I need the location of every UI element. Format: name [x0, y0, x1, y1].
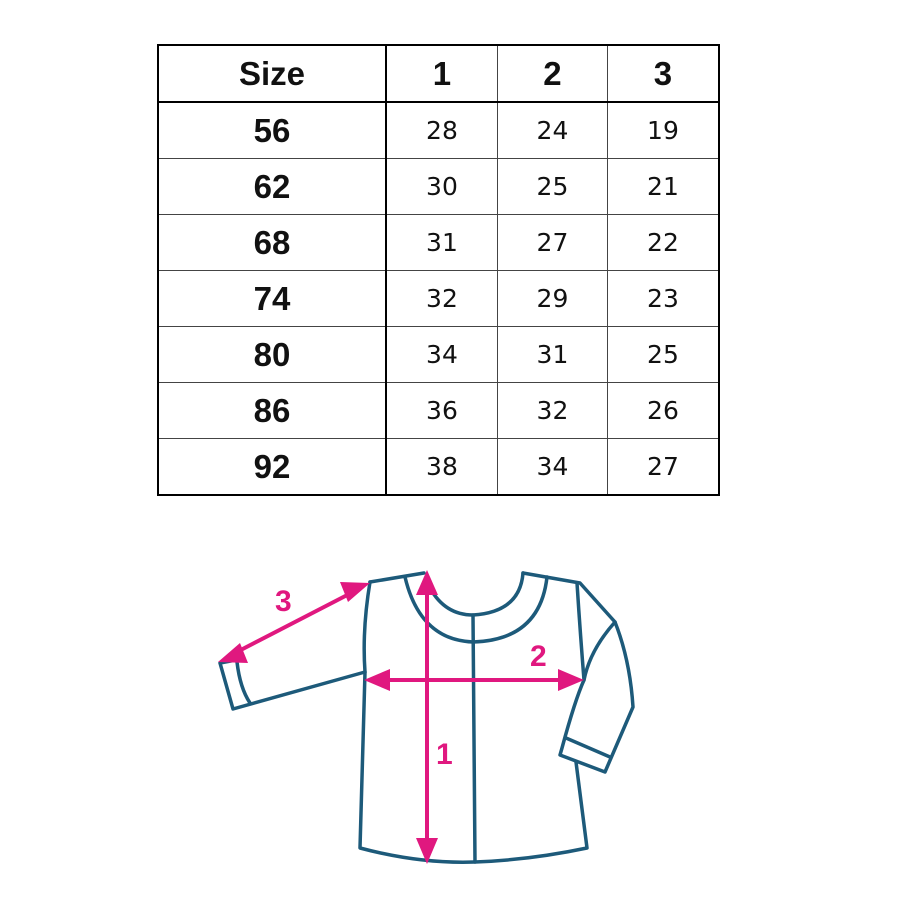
- measure-cell-2: 34: [497, 438, 608, 496]
- table-row: 62 30 25 21: [157, 158, 720, 215]
- measure-cell-2: 27: [497, 214, 608, 271]
- table-row: 86 36 32 26: [157, 382, 720, 439]
- arrow-length: [416, 570, 438, 864]
- label-sleeve: 3: [275, 585, 292, 618]
- measure-cell-1: 36: [385, 382, 498, 439]
- size-cell: 56: [157, 101, 387, 159]
- size-cell: 80: [157, 326, 387, 383]
- label-length: 1: [436, 738, 453, 771]
- measure-cell-1: 31: [385, 214, 498, 271]
- label-chest: 2: [530, 640, 547, 673]
- header-size: Size: [157, 44, 387, 103]
- measure-cell-2: 31: [497, 326, 608, 383]
- arrow-chest: [364, 669, 584, 691]
- size-cell: 92: [157, 438, 387, 496]
- measure-cell-2: 29: [497, 270, 608, 327]
- table-row: 74 32 29 23: [157, 270, 720, 327]
- measure-cell-3: 26: [606, 382, 720, 439]
- header-measure-1: 1: [385, 44, 498, 103]
- table-row: 56 28 24 19: [157, 101, 720, 159]
- arrow-sleeve: [218, 582, 370, 663]
- measure-cell-1: 28: [385, 101, 498, 159]
- table-row: 92 38 34 27: [157, 438, 720, 496]
- measure-cell-3: 21: [606, 158, 720, 215]
- measure-cell-3: 23: [606, 270, 720, 327]
- measure-cell-2: 32: [497, 382, 608, 439]
- measure-cell-3: 25: [606, 326, 720, 383]
- measure-cell-1: 38: [385, 438, 498, 496]
- size-cell: 68: [157, 214, 387, 271]
- table-row: 68 31 27 22: [157, 214, 720, 271]
- header-measure-2: 2: [497, 44, 608, 103]
- header-measure-3: 3: [606, 44, 720, 103]
- measure-cell-2: 25: [497, 158, 608, 215]
- table-row: 80 34 31 25: [157, 326, 720, 383]
- measure-cell-2: 24: [497, 101, 608, 159]
- size-cell: 62: [157, 158, 387, 215]
- table-header-row: Size 1 2 3: [157, 44, 720, 103]
- size-cell: 74: [157, 270, 387, 327]
- measure-cell-3: 27: [606, 438, 720, 496]
- measure-cell-1: 34: [385, 326, 498, 383]
- size-chart-table: Size 1 2 3 56 28 24 19 62 30 25 21 68 31 27 22 74 32 2…: [157, 44, 720, 496]
- measure-cell-1: 32: [385, 270, 498, 327]
- size-cell: 86: [157, 382, 387, 439]
